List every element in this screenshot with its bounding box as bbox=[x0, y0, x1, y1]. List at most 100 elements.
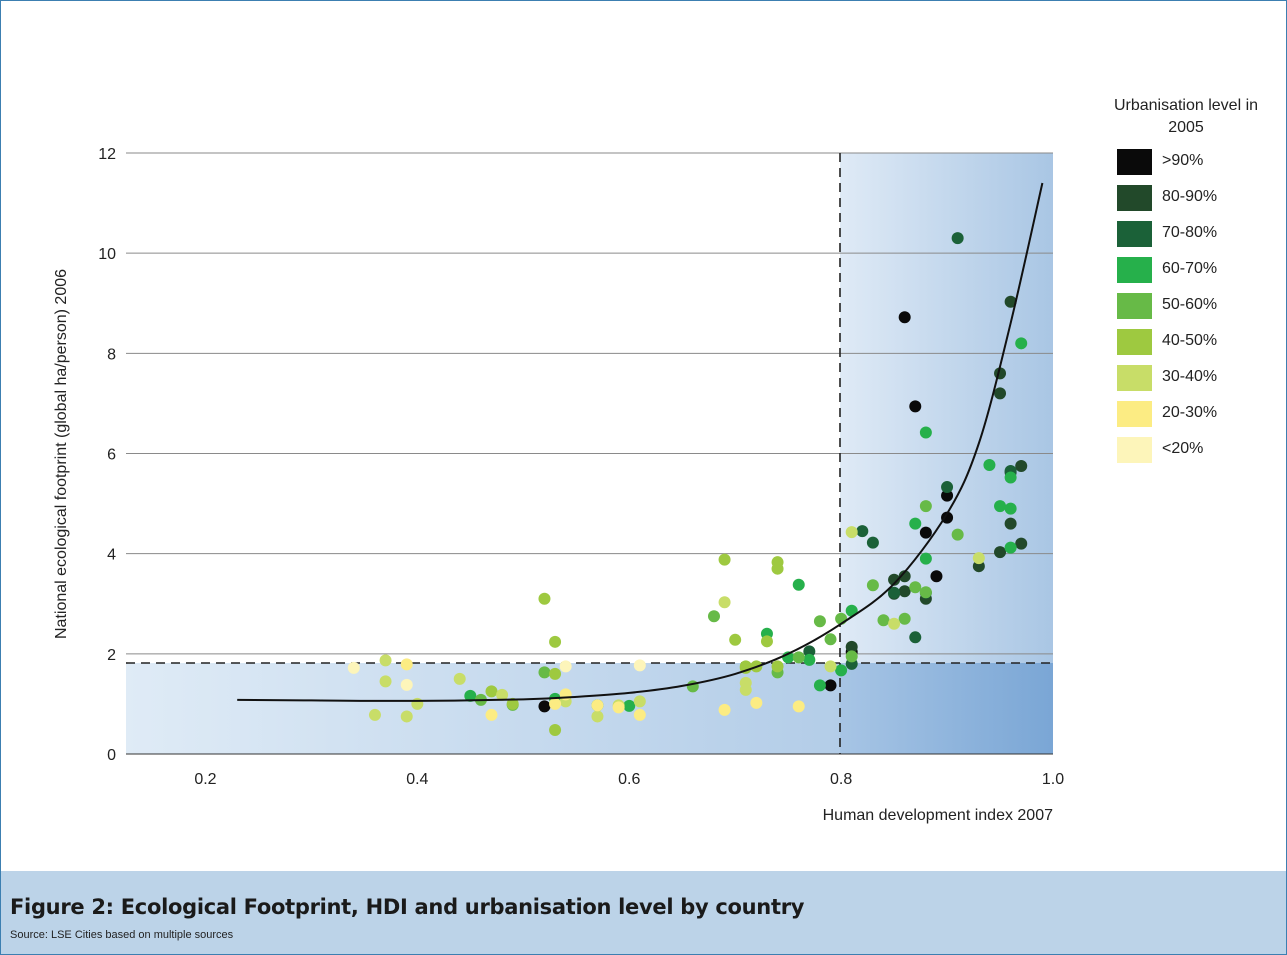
data-point bbox=[379, 654, 392, 667]
legend-label: 70-80% bbox=[1162, 224, 1218, 241]
figure-caption: Figure 2: Ecological Footprint, HDI and … bbox=[1, 871, 1286, 954]
data-point bbox=[919, 586, 932, 599]
tick-labels: 0 2 4 6 8 10 12 0.2 0.4 0.6 0.8 1.0 bbox=[98, 146, 1064, 788]
data-point bbox=[941, 481, 954, 494]
data-point bbox=[485, 685, 498, 698]
data-point bbox=[368, 708, 381, 721]
data-point bbox=[888, 573, 901, 586]
data-point bbox=[538, 592, 551, 605]
data-point bbox=[400, 658, 413, 671]
data-point bbox=[464, 689, 477, 702]
data-point bbox=[792, 578, 805, 591]
data-point bbox=[845, 640, 858, 653]
data-point bbox=[845, 650, 858, 663]
x-tick-label: 0.2 bbox=[194, 771, 216, 788]
data-point bbox=[898, 570, 911, 583]
data-point bbox=[612, 701, 625, 714]
data-point bbox=[792, 651, 805, 664]
legend-swatch bbox=[1117, 329, 1152, 355]
y-tick-label: 4 bbox=[107, 547, 116, 564]
data-point bbox=[909, 517, 922, 530]
data-point bbox=[813, 615, 826, 628]
y-tick-label: 6 bbox=[107, 447, 116, 464]
data-point bbox=[919, 526, 932, 539]
data-point bbox=[549, 667, 562, 680]
legend-label: <20% bbox=[1162, 440, 1204, 457]
data-point bbox=[909, 400, 922, 413]
data-point bbox=[750, 696, 763, 709]
y-tick-label: 10 bbox=[98, 246, 116, 263]
data-point bbox=[1004, 295, 1017, 308]
y-axis-label: National ecological footprint (global ha… bbox=[53, 269, 70, 639]
y-tick-label: 12 bbox=[98, 146, 116, 163]
data-point bbox=[559, 660, 572, 673]
y-tick-label: 2 bbox=[107, 647, 116, 664]
data-point bbox=[866, 579, 879, 592]
data-point bbox=[824, 633, 837, 646]
data-point bbox=[877, 614, 890, 627]
data-point bbox=[941, 489, 954, 502]
data-point bbox=[549, 635, 562, 648]
legend-swatch bbox=[1117, 221, 1152, 247]
trend-curve bbox=[237, 182, 1044, 702]
data-point bbox=[729, 633, 742, 646]
data-point bbox=[888, 586, 901, 599]
data-point bbox=[411, 697, 424, 710]
data-point bbox=[994, 546, 1007, 559]
data-point bbox=[888, 617, 901, 630]
legend-swatch bbox=[1117, 185, 1152, 211]
legend-swatch bbox=[1117, 293, 1152, 319]
data-point bbox=[771, 562, 784, 575]
data-point bbox=[707, 610, 720, 623]
legend-swatch bbox=[1117, 437, 1152, 463]
legend-label: 30-40% bbox=[1162, 368, 1218, 385]
legend-label: >90% bbox=[1162, 152, 1204, 169]
legend: Urbanisation level in 2005 >90% 80-90% 70-… bbox=[1100, 95, 1280, 463]
data-point bbox=[453, 672, 466, 685]
legend-label: 40-50% bbox=[1162, 332, 1218, 349]
data-point bbox=[951, 232, 964, 245]
data-point bbox=[898, 311, 911, 324]
data-point bbox=[983, 459, 996, 472]
data-point bbox=[856, 525, 869, 538]
data-point bbox=[803, 653, 816, 666]
data-point bbox=[930, 570, 943, 583]
data-point bbox=[347, 661, 360, 674]
data-point bbox=[919, 500, 932, 513]
x-axis-label: Human development index 2007 bbox=[823, 807, 1053, 824]
data-point bbox=[951, 528, 964, 541]
data-point bbox=[824, 679, 837, 692]
data-point bbox=[718, 596, 731, 609]
data-point bbox=[941, 511, 954, 524]
gridlines bbox=[126, 152, 1053, 655]
data-point bbox=[496, 688, 509, 701]
figure-source: Source: LSE Cities based on multiple sou… bbox=[10, 929, 234, 941]
data-point bbox=[898, 585, 911, 598]
sustainable-quadrant-region bbox=[840, 663, 1053, 754]
figure-title: Figure 2: Ecological Footprint, HDI and … bbox=[10, 895, 805, 919]
data-point bbox=[803, 645, 816, 658]
data-point bbox=[919, 552, 932, 565]
data-point bbox=[718, 553, 731, 566]
legend-swatch bbox=[1117, 257, 1152, 283]
data-point bbox=[718, 703, 731, 716]
legend-label: 80-90% bbox=[1162, 188, 1218, 205]
data-point bbox=[591, 699, 604, 712]
data-point bbox=[538, 700, 551, 713]
data-point bbox=[1015, 460, 1028, 473]
legend-label: 60-70% bbox=[1162, 260, 1218, 277]
data-point bbox=[994, 387, 1007, 400]
data-point bbox=[845, 526, 858, 539]
data-point bbox=[633, 695, 646, 708]
data-point bbox=[760, 635, 773, 648]
data-point bbox=[835, 664, 848, 677]
data-point bbox=[1004, 471, 1017, 484]
data-point bbox=[538, 666, 551, 679]
data-point bbox=[506, 697, 519, 710]
data-point bbox=[909, 631, 922, 644]
data-point bbox=[400, 710, 413, 723]
data-point bbox=[792, 700, 805, 713]
data-point bbox=[591, 710, 604, 723]
data-point bbox=[866, 536, 879, 549]
data-point bbox=[739, 683, 752, 696]
